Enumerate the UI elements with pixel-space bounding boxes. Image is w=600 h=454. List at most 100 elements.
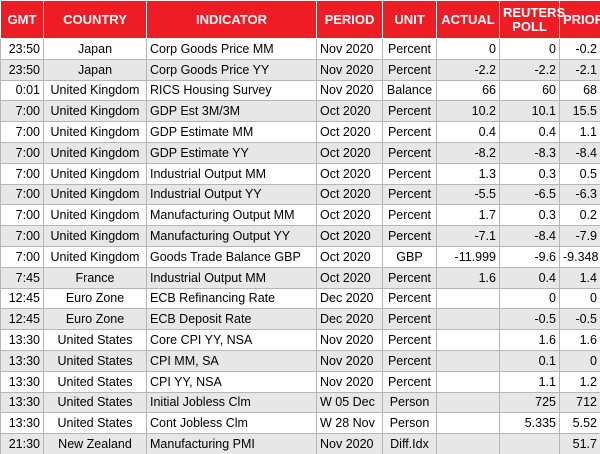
table-cell: -8.2 <box>436 141 500 164</box>
table-cell: Oct 2020 <box>316 141 383 164</box>
table-cell: 7:00 <box>0 121 44 143</box>
column-header: ACTUAL <box>436 0 500 39</box>
table-cell: Percent <box>382 308 437 331</box>
table-cell: 1.7 <box>436 204 500 227</box>
header-row: GMT COUNTRY INDICATOR PERIOD UNIT ACTUAL REUTE… <box>0 0 600 39</box>
column-header: PERIOD <box>316 0 383 39</box>
table-cell: Japan <box>43 58 147 81</box>
table-cell: 0.1 <box>499 349 560 372</box>
column-header: INDICATOR <box>146 0 317 39</box>
table-cell: Nov 2020 <box>316 38 383 60</box>
table-cell: Person <box>382 412 437 435</box>
table-cell: -8.3 <box>499 141 560 164</box>
table-cell: Percent <box>382 287 437 310</box>
table-cell: United States <box>43 412 147 435</box>
table-cell: Manufacturing Output MM <box>146 204 317 227</box>
table-cell: 0:01 <box>0 79 44 102</box>
table-row: 7:00 United Kingdom Manufacturing Output M… <box>0 204 600 227</box>
table-cell: Percent <box>382 183 437 206</box>
table-cell: 0.3 <box>499 162 560 185</box>
table-cell: Nov 2020 <box>316 329 383 351</box>
table-row: 13:30 United States CPI YY, NSA Nov 2020 Per… <box>0 370 600 393</box>
table-cell <box>436 433 500 454</box>
table-cell: Japan <box>43 38 147 60</box>
table-cell: 725 <box>499 391 560 414</box>
table-cell: 7:00 <box>0 183 44 206</box>
table-cell: France <box>43 266 147 289</box>
table-cell: GDP Estimate YY <box>146 141 317 164</box>
table-cell: 13:30 <box>0 370 44 393</box>
table-cell: 13:30 <box>0 329 44 351</box>
table-row: 7:00 United Kingdom GDP Estimate MM Oct 202… <box>0 121 600 143</box>
table-row: 12:45 Euro Zone ECB Deposit Rate Dec 2020 Pe… <box>0 308 600 331</box>
table-cell: 0 <box>559 287 600 310</box>
table-cell: 66 <box>436 79 500 102</box>
table-cell: -9.6 <box>499 245 560 268</box>
table-cell: 1.1 <box>499 370 560 393</box>
table-cell: New Zealand <box>43 433 147 454</box>
column-header: REUTERS POLL <box>499 0 565 39</box>
table-cell: 23:50 <box>0 38 44 60</box>
table-cell: Oct 2020 <box>316 162 383 185</box>
table-cell: 0 <box>499 287 560 310</box>
table-cell: Percent <box>382 121 437 143</box>
table-cell: 13:30 <box>0 412 44 435</box>
table-cell: Cont Jobless Clm <box>146 412 317 435</box>
table-cell: United States <box>43 349 147 372</box>
table-cell: Oct 2020 <box>316 225 383 247</box>
table-cell: 23:50 <box>0 58 44 81</box>
table-cell: 10.1 <box>499 100 560 123</box>
table-cell: 712 <box>559 391 600 414</box>
table-row: 21:30 New Zealand Manufacturing PMI Nov 202… <box>0 433 600 454</box>
table-row: 23:50 Japan Corp Goods Price MM Nov 2020 Per… <box>0 38 600 60</box>
table-cell <box>436 370 500 393</box>
table-cell: United Kingdom <box>43 100 147 123</box>
table-cell: Nov 2020 <box>316 79 383 102</box>
table-row: 7:00 United Kingdom GDP Est 3M/3M Oct 2020 P… <box>0 100 600 123</box>
table-cell: 21:30 <box>0 433 44 454</box>
table-row: 7:00 United Kingdom GDP Estimate YY Oct 202… <box>0 141 600 164</box>
table-cell: -6.3 <box>559 183 600 206</box>
table-cell: Oct 2020 <box>316 266 383 289</box>
table-cell: 7:00 <box>0 204 44 227</box>
table-body: 23:50 Japan Corp Goods Price MM Nov 2020 Per… <box>0 38 600 454</box>
table-cell: -8.4 <box>499 225 560 247</box>
table-cell: Percent <box>382 349 437 372</box>
table-cell: Euro Zone <box>43 308 147 331</box>
table-cell: ECB Deposit Rate <box>146 308 317 331</box>
table-cell <box>436 391 500 414</box>
table-cell: United States <box>43 391 147 414</box>
table-cell: RICS Housing Survey <box>146 79 317 102</box>
table-cell: United States <box>43 370 147 393</box>
table-cell: 7:00 <box>0 162 44 185</box>
table-cell: Percent <box>382 58 437 81</box>
table-cell: 1.6 <box>499 329 560 351</box>
table-cell: 0.4 <box>499 266 560 289</box>
table-cell: 0 <box>436 38 500 60</box>
table-cell: United Kingdom <box>43 162 147 185</box>
table-cell: Dec 2020 <box>316 287 383 310</box>
table-cell: 13:30 <box>0 349 44 372</box>
table-cell: Oct 2020 <box>316 204 383 227</box>
table-cell: -2.2 <box>499 58 560 81</box>
table-cell: United States <box>43 329 147 351</box>
table-cell: United Kingdom <box>43 225 147 247</box>
table-cell: -0.5 <box>559 308 600 331</box>
table-cell: Percent <box>382 162 437 185</box>
table-row: 7:00 United Kingdom Industrial Output MM Oc… <box>0 162 600 185</box>
table-cell <box>436 308 500 331</box>
table-cell: 1.1 <box>559 121 600 143</box>
table-cell: Percent <box>382 100 437 123</box>
table-cell: Corp Goods Price MM <box>146 38 317 60</box>
table-cell <box>436 329 500 351</box>
table-cell: 5.335 <box>499 412 560 435</box>
table-cell: Diff.Idx <box>382 433 437 454</box>
table-cell: 7:00 <box>0 100 44 123</box>
table-row: 23:50 Japan Corp Goods Price YY Nov 2020 Per… <box>0 58 600 81</box>
table-cell: Goods Trade Balance GBP <box>146 245 317 268</box>
table-cell: 1.6 <box>559 329 600 351</box>
table-cell: Balance <box>382 79 437 102</box>
table-cell: Industrial Output YY <box>146 183 317 206</box>
table-cell: Nov 2020 <box>316 433 383 454</box>
